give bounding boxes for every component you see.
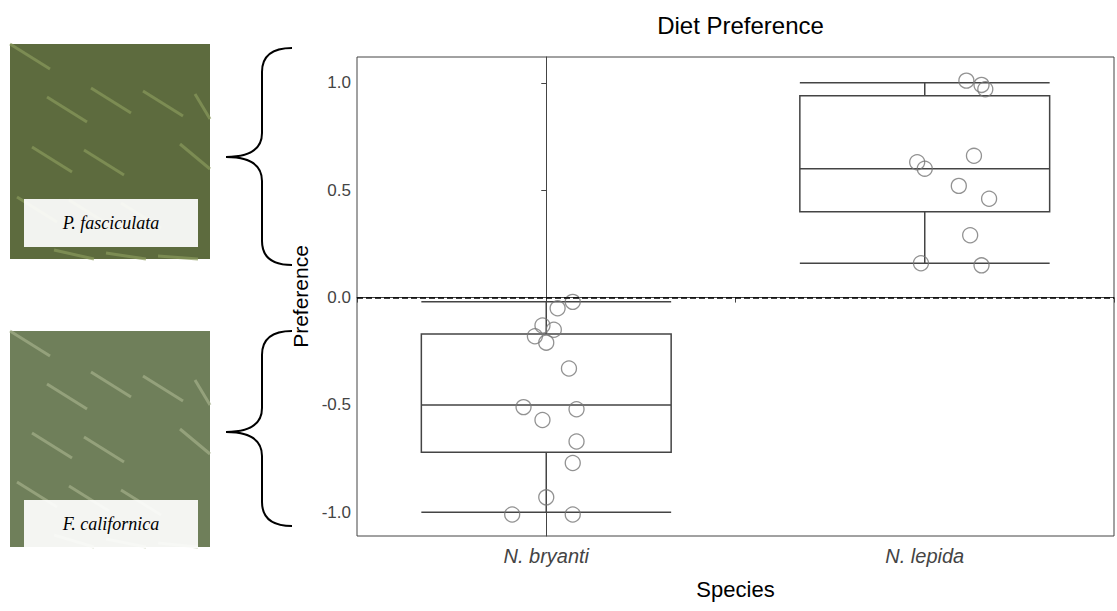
svg-text:Diet Preference: Diet Preference <box>657 12 824 39</box>
svg-text:0.5: 0.5 <box>327 181 351 200</box>
svg-text:F. californica: F. californica <box>62 514 160 534</box>
svg-text:-0.5: -0.5 <box>322 395 351 414</box>
svg-text:Species: Species <box>696 577 774 602</box>
svg-text:1.0: 1.0 <box>327 73 351 92</box>
svg-text:0.0: 0.0 <box>327 288 351 307</box>
svg-text:Preference: Preference <box>289 245 312 348</box>
svg-text:N. bryanti: N. bryanti <box>503 545 589 567</box>
svg-text:N. lepida: N. lepida <box>885 545 964 567</box>
svg-text:P. fasciculata: P. fasciculata <box>62 213 160 233</box>
svg-text:-1.0: -1.0 <box>322 503 351 522</box>
